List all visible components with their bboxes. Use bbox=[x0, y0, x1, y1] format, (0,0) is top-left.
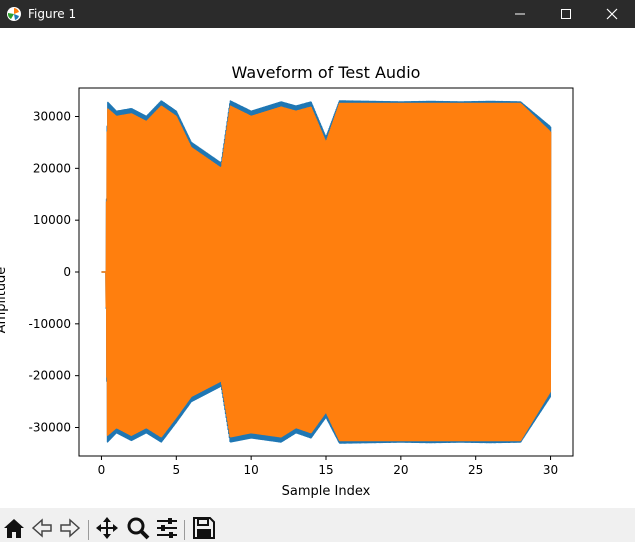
configure-subplots-button[interactable] bbox=[155, 516, 181, 542]
x-axis-label: Sample Index bbox=[282, 484, 371, 499]
y-axis-label: Amplitude bbox=[0, 267, 9, 334]
y-tick-label: 0 bbox=[63, 265, 71, 279]
x-tick-label: 15 bbox=[318, 463, 333, 477]
minimize-button[interactable] bbox=[497, 0, 543, 28]
arrow-right-icon bbox=[60, 518, 81, 538]
maximize-button[interactable] bbox=[543, 0, 589, 28]
window-titlebar: Figure 1 bbox=[0, 0, 635, 28]
x-tick-label: 20 bbox=[393, 463, 408, 477]
y-tick-label: -20000 bbox=[28, 369, 71, 383]
x-tick-label: 30 bbox=[543, 463, 558, 477]
toolbar-separator bbox=[184, 520, 185, 540]
y-tick-label: 10000 bbox=[33, 213, 71, 227]
pan-button[interactable] bbox=[95, 516, 121, 542]
toolbar-separator bbox=[88, 520, 89, 540]
chart-title: Waveform of Test Audio bbox=[232, 63, 421, 82]
x-tick-label: 0 bbox=[98, 463, 106, 477]
move-icon bbox=[96, 517, 118, 539]
x-tick-label: 25 bbox=[468, 463, 483, 477]
y-tick-label: -30000 bbox=[28, 420, 71, 434]
x-tick-label: 5 bbox=[172, 463, 180, 477]
back-button[interactable] bbox=[30, 516, 56, 542]
x-tick-label: 10 bbox=[244, 463, 259, 477]
waveform-series-2 bbox=[101, 102, 552, 442]
figure-canvas[interactable]: Waveform of Test Audio 0 5 10 15 20 25 30 -300… bbox=[0, 28, 635, 508]
plot-series bbox=[101, 100, 552, 444]
close-button[interactable] bbox=[589, 0, 635, 28]
y-axis: -30000 -20000 -10000 0 10000 20000 30000 bbox=[28, 110, 79, 434]
forward-button[interactable] bbox=[58, 516, 84, 542]
y-tick-label: 20000 bbox=[33, 161, 71, 175]
magnifier-icon bbox=[127, 517, 150, 540]
floppy-disk-icon bbox=[193, 517, 215, 539]
y-tick-label: 30000 bbox=[33, 110, 71, 124]
zoom-button[interactable] bbox=[126, 516, 152, 542]
navigation-toolbar bbox=[0, 508, 635, 542]
y-tick-label: -10000 bbox=[28, 317, 71, 331]
save-button[interactable] bbox=[192, 516, 218, 542]
x-axis: 0 5 10 15 20 25 30 bbox=[98, 456, 558, 477]
matplotlib-logo-icon bbox=[7, 7, 21, 21]
maximize-icon bbox=[561, 9, 571, 19]
waveform-chart: Waveform of Test Audio 0 5 10 15 20 25 30 -300… bbox=[0, 63, 574, 499]
sliders-icon bbox=[157, 518, 177, 538]
home-icon bbox=[4, 519, 24, 538]
window-title: Figure 1 bbox=[28, 7, 77, 21]
minimize-icon bbox=[515, 13, 525, 15]
home-button[interactable] bbox=[2, 516, 28, 542]
arrow-left-icon bbox=[31, 518, 52, 538]
close-icon bbox=[606, 8, 618, 20]
